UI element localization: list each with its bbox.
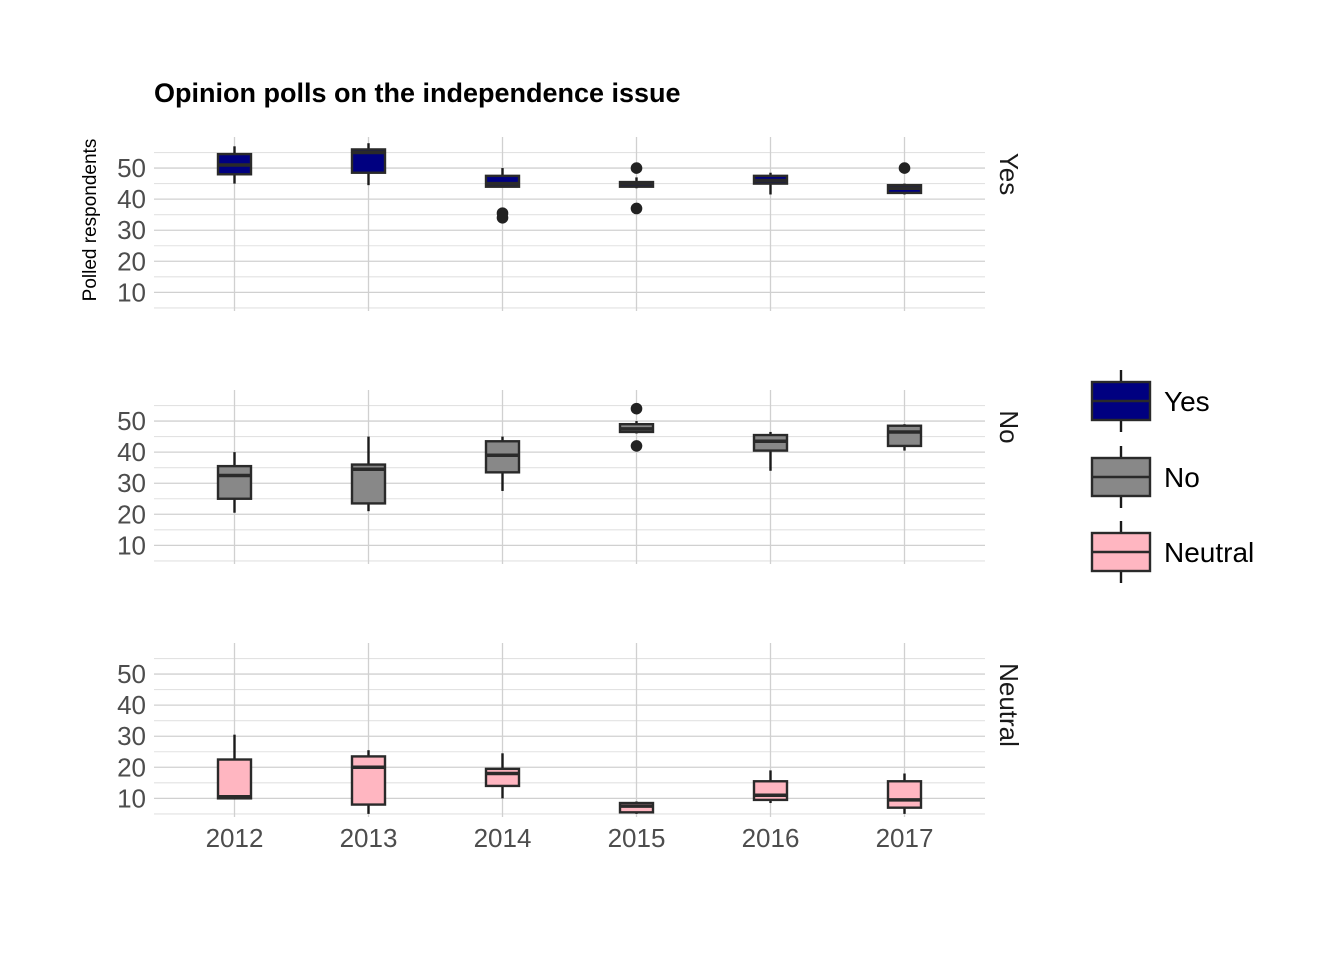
- box-no-2014: [484, 436, 521, 491]
- legend: Yes No Neutral: [1090, 370, 1254, 583]
- box-no-2013: [350, 436, 387, 512]
- panel-strip-label: Yes: [994, 153, 1024, 195]
- y-tick-label: 30: [117, 721, 146, 751]
- outlier-point: [630, 402, 643, 415]
- outlier-point: [898, 162, 911, 174]
- y-tick-label: 40: [117, 690, 146, 720]
- box-yes-2016: [752, 172, 789, 195]
- box-body: [886, 780, 923, 809]
- x-tick-label: 2016: [742, 823, 800, 853]
- y-tick-label: 30: [117, 468, 146, 498]
- y-tick-label: 20: [117, 246, 146, 276]
- box-neutral-2015: [618, 801, 655, 814]
- outlier-point: [496, 211, 509, 224]
- panel-strip-label: No: [994, 410, 1024, 443]
- box-no-2016: [752, 431, 789, 471]
- box-body: [350, 463, 387, 505]
- box-yes-2013: [350, 143, 387, 186]
- y-tick-label: 50: [117, 406, 146, 436]
- x-tick-label: 2013: [340, 823, 398, 853]
- box-body: [350, 148, 387, 174]
- box-body: [216, 464, 253, 500]
- outlier-point: [630, 202, 643, 215]
- y-tick-label: 40: [117, 184, 146, 214]
- box-neutral-2013: [350, 750, 387, 814]
- box-neutral-2014: [484, 753, 521, 799]
- chart-title: Opinion polls on the independence issue: [154, 78, 681, 108]
- legend-key-neutral: [1090, 521, 1152, 583]
- y-tick-label: 10: [117, 530, 146, 560]
- box-body: [484, 174, 521, 188]
- panel-strip-label: Neutral: [994, 663, 1024, 747]
- box-body: [350, 755, 387, 806]
- box-body: [752, 780, 789, 802]
- box-no-2012: [216, 452, 253, 513]
- box-yes-2014: [484, 168, 521, 224]
- outlier-point: [630, 162, 643, 174]
- box-body: [216, 758, 253, 800]
- y-tick-label: 20: [117, 499, 146, 529]
- box-body: [886, 424, 923, 448]
- box-neutral-2016: [752, 770, 789, 804]
- box-no-2017: [886, 424, 923, 451]
- x-tick-label: 2012: [206, 823, 264, 853]
- y-tick-label: 10: [117, 277, 146, 307]
- box-neutral-2017: [886, 773, 923, 814]
- x-tick-label: 2014: [474, 823, 532, 853]
- box-yes-2012: [216, 146, 253, 184]
- box-no-2015: [618, 402, 655, 452]
- x-tick-label: 2015: [608, 823, 666, 853]
- box-yes-2015: [618, 162, 655, 215]
- legend-key-yes: [1090, 370, 1152, 432]
- y-tick-label: 50: [117, 659, 146, 689]
- y-tick-label: 40: [117, 437, 146, 467]
- outlier-point: [630, 440, 643, 452]
- legend-key-no: [1090, 446, 1152, 508]
- y-tick-label: 30: [117, 215, 146, 245]
- legend-label: No: [1164, 462, 1200, 493]
- x-tick-label: 2017: [876, 823, 934, 853]
- box-neutral-2012: [216, 734, 253, 800]
- y-axis-label: Polled respondents: [80, 139, 101, 302]
- box-yes-2017: [886, 162, 923, 195]
- legend-label: Neutral: [1164, 537, 1254, 568]
- box-body: [484, 767, 521, 788]
- legend-label: Yes: [1164, 386, 1210, 417]
- x-axis: 2012 2013 2014 2015 2016 2017: [206, 823, 934, 853]
- y-tick-label: 20: [117, 752, 146, 782]
- y-tick-label: 50: [117, 153, 146, 183]
- y-tick-label: 10: [117, 783, 146, 813]
